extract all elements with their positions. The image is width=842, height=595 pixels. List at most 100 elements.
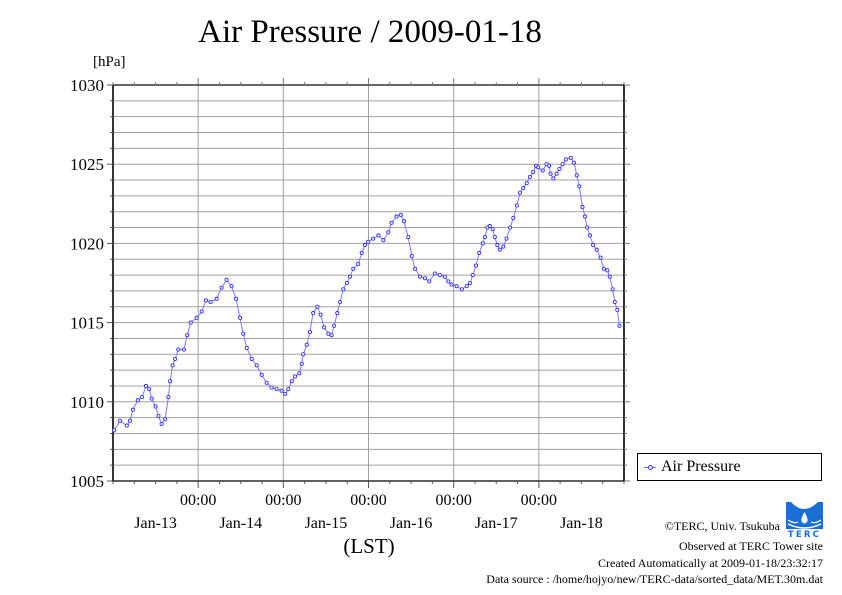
created-text: Created Automatically at 2009-01-18/23:3… (598, 556, 823, 570)
data-point (326, 331, 331, 336)
x-day-label: Jan-16 (390, 515, 433, 532)
data-point (229, 284, 234, 289)
data-point (259, 372, 264, 377)
data-point (286, 387, 291, 392)
data-point (394, 214, 399, 219)
data-point (540, 168, 545, 173)
data-point (153, 404, 158, 409)
data-point (307, 330, 312, 335)
x-tick-time-label: 00:00 (521, 492, 557, 509)
x-axis-label: (LST) (343, 534, 394, 558)
data-point (422, 276, 427, 281)
data-point (224, 277, 229, 282)
copyright-text: ©TERC, Univ. Tsukuba (664, 519, 780, 533)
data-point (531, 170, 536, 175)
data-point (127, 418, 133, 423)
legend: Air Pressure (637, 453, 822, 481)
data-point (574, 173, 579, 178)
x-tick-time-label: 00:00 (350, 492, 386, 509)
data-point (244, 345, 249, 350)
data-point (495, 242, 500, 248)
chart-title: Air Pressure / 2009-01-18 (198, 14, 542, 50)
data-point (297, 371, 302, 376)
data-point (289, 379, 294, 384)
data-point (437, 273, 442, 278)
legend-line-marker-icon (644, 465, 656, 470)
data-point (322, 325, 327, 330)
data-point (477, 250, 482, 255)
data-point (140, 394, 145, 400)
data-point (173, 356, 178, 362)
logo-text: TERC (788, 530, 821, 538)
data-point (234, 296, 239, 301)
data-point (299, 361, 304, 366)
data-point (547, 163, 552, 168)
data-point (344, 280, 349, 286)
data-point (274, 387, 279, 392)
data-point (329, 333, 334, 338)
data-point (194, 315, 199, 320)
data-point (580, 204, 585, 210)
data-point (366, 239, 371, 244)
data-point (459, 287, 464, 292)
y-axis-unit-label: [hPa] (93, 54, 126, 70)
data-point (147, 387, 152, 392)
data-point (536, 165, 541, 170)
legend-label: Air Pressure (661, 458, 741, 475)
y-tick-label: 1015 (70, 314, 104, 333)
data-point (359, 250, 364, 255)
data-point (135, 398, 140, 403)
data-point (249, 356, 254, 362)
data-point (254, 363, 259, 368)
data-point (568, 155, 573, 160)
data-point (335, 311, 340, 316)
data-point (487, 223, 492, 229)
data-point (311, 311, 316, 316)
data-point (598, 255, 603, 260)
data-point (514, 203, 519, 208)
x-tick-time-label: 00:00 (435, 492, 471, 509)
data-point (467, 280, 473, 286)
y-tick-label: 1020 (70, 234, 104, 253)
data-point (386, 230, 391, 235)
data-point (362, 242, 368, 248)
terc-logo-icon: TERC (786, 502, 823, 538)
data-point (605, 268, 610, 273)
data-point (454, 284, 459, 289)
data-point (508, 225, 513, 230)
data-point (617, 323, 622, 328)
data-point (241, 331, 246, 336)
data-point (409, 254, 414, 259)
data-point (315, 304, 320, 309)
data-point (449, 282, 454, 287)
data-point (371, 236, 376, 241)
data-point (427, 279, 432, 284)
data-point (480, 241, 485, 246)
data-point (401, 219, 407, 224)
data-point (398, 212, 403, 217)
data-point (432, 271, 437, 276)
data-point (124, 423, 129, 428)
data-point (473, 263, 479, 268)
data-point (269, 385, 274, 390)
data-point (577, 184, 582, 189)
data-point (524, 181, 529, 186)
x-day-label: Jan-17 (475, 515, 518, 532)
data-point (351, 266, 356, 271)
grid (113, 85, 624, 481)
y-tick-label: 1010 (70, 393, 104, 412)
y-tick-labels: 1005 1010 1015 1020 1025 1030 (70, 76, 104, 491)
data-point (554, 171, 559, 176)
data-point (482, 235, 487, 240)
data-point (188, 320, 193, 325)
x-tick-time-label: 00:00 (265, 492, 301, 509)
data-point (417, 274, 423, 279)
data-point (181, 347, 187, 352)
data-point (203, 298, 209, 303)
data-point (557, 166, 562, 172)
data-point (237, 315, 243, 320)
data-point (130, 407, 135, 412)
data-point (501, 244, 506, 249)
x-day-label: Jan-18 (560, 515, 603, 532)
